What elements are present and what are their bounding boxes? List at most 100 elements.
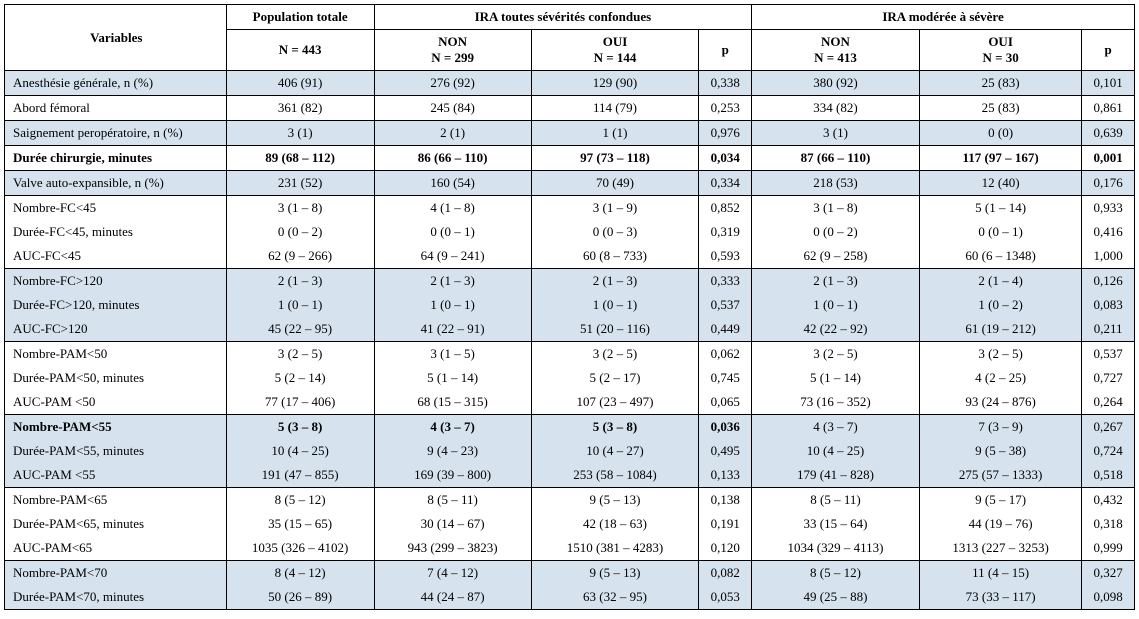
table-row: Nombre-PAM<503 (2 – 5)3 (1 – 5)3 (2 – 5)… xyxy=(5,342,1135,367)
cell-oui2: 9 (5 – 38) xyxy=(919,439,1081,463)
cell-p: 0,319 xyxy=(699,220,752,244)
results-table: Variables Population totale IRA toutes s… xyxy=(4,4,1135,610)
col-ira-mod-non-label: NON xyxy=(758,34,913,50)
col-ira-mod-oui: OUI N = 30 xyxy=(919,30,1081,71)
cell-p: 0,253 xyxy=(699,96,752,121)
cell-oui2: 117 (97 – 167) xyxy=(919,146,1081,171)
cell-pop: 10 (4 – 25) xyxy=(226,439,374,463)
cell-p2: 0,518 xyxy=(1082,463,1135,488)
cell-oui: 2 (1 – 3) xyxy=(531,269,699,294)
cell-non: 44 (24 – 87) xyxy=(374,585,531,610)
cell-pop: 35 (15 – 65) xyxy=(226,512,374,536)
cell-oui: 9 (5 – 13) xyxy=(531,488,699,513)
cell-oui2: 25 (83) xyxy=(919,96,1081,121)
cell-oui: 107 (23 – 497) xyxy=(531,390,699,415)
cell-oui2: 0 (0) xyxy=(919,121,1081,146)
cell-oui: 63 (32 – 95) xyxy=(531,585,699,610)
cell-p2: 0,933 xyxy=(1082,196,1135,221)
cell-pop: 45 (22 – 95) xyxy=(226,317,374,342)
cell-var: Durée-FC>120, minutes xyxy=(5,293,227,317)
cell-oui: 42 (18 – 63) xyxy=(531,512,699,536)
cell-oui2: 12 (40) xyxy=(919,171,1081,196)
cell-pop: 5 (3 – 8) xyxy=(226,415,374,440)
table-row: Durée-FC<45, minutes0 (0 – 2)0 (0 – 1)0 … xyxy=(5,220,1135,244)
table-row: AUC-PAM<651035 (326 – 4102)943 (299 – 38… xyxy=(5,536,1135,561)
table-row: Anesthésie générale, n (%)406 (91)276 (9… xyxy=(5,71,1135,96)
cell-non: 2 (1) xyxy=(374,121,531,146)
cell-oui2: 11 (4 – 15) xyxy=(919,561,1081,586)
cell-p: 0,191 xyxy=(699,512,752,536)
cell-p2: 0,639 xyxy=(1082,121,1135,146)
cell-non2: 218 (53) xyxy=(752,171,920,196)
cell-non2: 5 (1 – 14) xyxy=(752,366,920,390)
cell-oui: 10 (4 – 27) xyxy=(531,439,699,463)
cell-oui: 51 (20 – 116) xyxy=(531,317,699,342)
cell-p2: 0,432 xyxy=(1082,488,1135,513)
cell-oui2: 0 (0 – 1) xyxy=(919,220,1081,244)
col-ira-mod-oui-label: OUI xyxy=(926,34,1075,50)
cell-non2: 1 (0 – 1) xyxy=(752,293,920,317)
cell-p: 0,120 xyxy=(699,536,752,561)
cell-pop: 3 (1 – 8) xyxy=(226,196,374,221)
cell-non: 5 (1 – 14) xyxy=(374,366,531,390)
cell-p: 0,852 xyxy=(699,196,752,221)
table-row: AUC-PAM <5077 (17 – 406)68 (15 – 315)107… xyxy=(5,390,1135,415)
cell-non: 4 (1 – 8) xyxy=(374,196,531,221)
cell-p2: 0,001 xyxy=(1082,146,1135,171)
cell-var: AUC-PAM <55 xyxy=(5,463,227,488)
cell-var: Durée chirurgie, minutes xyxy=(5,146,227,171)
cell-p2: 0,416 xyxy=(1082,220,1135,244)
cell-var: Durée-PAM<70, minutes xyxy=(5,585,227,610)
cell-oui: 129 (90) xyxy=(531,71,699,96)
cell-non2: 10 (4 – 25) xyxy=(752,439,920,463)
cell-non2: 0 (0 – 2) xyxy=(752,220,920,244)
cell-var: Anesthésie générale, n (%) xyxy=(5,71,227,96)
cell-oui2: 275 (57 – 1333) xyxy=(919,463,1081,488)
cell-p: 0,976 xyxy=(699,121,752,146)
cell-pop: 3 (2 – 5) xyxy=(226,342,374,367)
table-row: Durée chirurgie, minutes89 (68 – 112)86 … xyxy=(5,146,1135,171)
cell-p: 0,449 xyxy=(699,317,752,342)
cell-oui: 3 (2 – 5) xyxy=(531,342,699,367)
cell-p: 0,333 xyxy=(699,269,752,294)
cell-oui2: 60 (6 – 1348) xyxy=(919,244,1081,269)
table-row: Nombre-PAM<708 (4 – 12)7 (4 – 12)9 (5 – … xyxy=(5,561,1135,586)
col-ira-mod: IRA modérée à sévère xyxy=(752,5,1135,30)
cell-oui2: 4 (2 – 25) xyxy=(919,366,1081,390)
cell-p2: 0,318 xyxy=(1082,512,1135,536)
col-ira-all-non-n: N = 299 xyxy=(381,50,525,66)
cell-non2: 3 (2 – 5) xyxy=(752,342,920,367)
cell-non: 8 (5 – 11) xyxy=(374,488,531,513)
cell-p2: 0,098 xyxy=(1082,585,1135,610)
cell-var: Durée-FC<45, minutes xyxy=(5,220,227,244)
cell-non: 169 (39 – 800) xyxy=(374,463,531,488)
table-row: Abord fémoral361 (82)245 (84)114 (79)0,2… xyxy=(5,96,1135,121)
cell-non2: 2 (1 – 3) xyxy=(752,269,920,294)
table-row: Nombre-FC<453 (1 – 8)4 (1 – 8)3 (1 – 9)0… xyxy=(5,196,1135,221)
cell-p2: 0,083 xyxy=(1082,293,1135,317)
cell-oui2: 9 (5 – 17) xyxy=(919,488,1081,513)
cell-oui: 1510 (381 – 4283) xyxy=(531,536,699,561)
cell-oui2: 25 (83) xyxy=(919,71,1081,96)
cell-non2: 334 (82) xyxy=(752,96,920,121)
cell-var: Abord fémoral xyxy=(5,96,227,121)
cell-oui: 5 (3 – 8) xyxy=(531,415,699,440)
cell-p2: 0,101 xyxy=(1082,71,1135,96)
cell-non: 68 (15 – 315) xyxy=(374,390,531,415)
cell-p: 0,133 xyxy=(699,463,752,488)
col-ira-mod-non-n: N = 413 xyxy=(758,50,913,66)
cell-p2: 0,264 xyxy=(1082,390,1135,415)
col-variables: Variables xyxy=(5,5,227,71)
table-row: Nombre-FC>1202 (1 – 3)2 (1 – 3)2 (1 – 3)… xyxy=(5,269,1135,294)
cell-oui2: 3 (2 – 5) xyxy=(919,342,1081,367)
cell-non: 943 (299 – 3823) xyxy=(374,536,531,561)
cell-p: 0,593 xyxy=(699,244,752,269)
col-ira-mod-non: NON N = 413 xyxy=(752,30,920,71)
cell-p2: 0,211 xyxy=(1082,317,1135,342)
cell-non: 245 (84) xyxy=(374,96,531,121)
cell-oui: 114 (79) xyxy=(531,96,699,121)
cell-oui2: 7 (3 – 9) xyxy=(919,415,1081,440)
cell-non2: 8 (5 – 11) xyxy=(752,488,920,513)
cell-p: 0,495 xyxy=(699,439,752,463)
table-body: Anesthésie générale, n (%)406 (91)276 (9… xyxy=(5,71,1135,610)
